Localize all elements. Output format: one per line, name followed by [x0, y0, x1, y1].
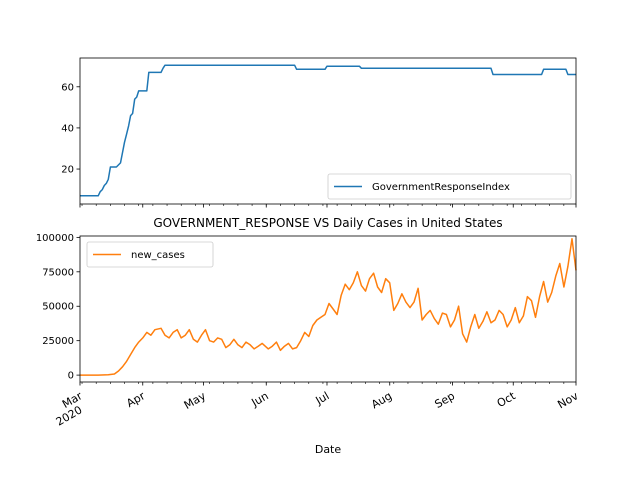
- top-plot-frame: [79, 57, 577, 205]
- bottom-y-axis: 0 25000 50000 75000 100000: [36, 233, 80, 382]
- top-legend-label: GovernmentResponseIndex: [372, 182, 510, 193]
- x-axis-label: Date: [315, 443, 342, 456]
- bottom-legend-box: [86, 241, 214, 268]
- bottom-subplot: GOVERNMENT_RESPONSE VS Daily Cases in Un…: [36, 216, 581, 456]
- government-response-line: [80, 64, 576, 197]
- bottom-y-tick-label: 50000: [42, 302, 74, 313]
- top-y-tick-label: 60: [61, 82, 74, 93]
- bottom-y-tick-label: 0: [68, 371, 74, 382]
- top-legend-box: [327, 173, 572, 200]
- chart-title: GOVERNMENT_RESPONSE VS Daily Cases in Un…: [153, 216, 502, 230]
- bottom-legend: new_cases: [86, 241, 214, 268]
- top-subplot: 20 40 60 GovernmentResponseIndex: [61, 57, 577, 208]
- bottom-y-tick-label: 100000: [36, 233, 74, 244]
- bottom-plot-frame: [79, 235, 577, 383]
- x-tick-label: Jul: [313, 389, 332, 407]
- top-legend: GovernmentResponseIndex: [327, 173, 572, 200]
- bottom-legend-label: new_cases: [131, 250, 185, 261]
- top-y-tick-label: 20: [61, 165, 74, 176]
- new-cases-line: [80, 238, 577, 376]
- top-y-axis: 20 40 60: [61, 82, 80, 176]
- bottom-y-tick-label: 25000: [42, 336, 74, 347]
- top-y-tick-label: 40: [61, 123, 74, 134]
- bottom-y-tick-label: 75000: [42, 267, 74, 278]
